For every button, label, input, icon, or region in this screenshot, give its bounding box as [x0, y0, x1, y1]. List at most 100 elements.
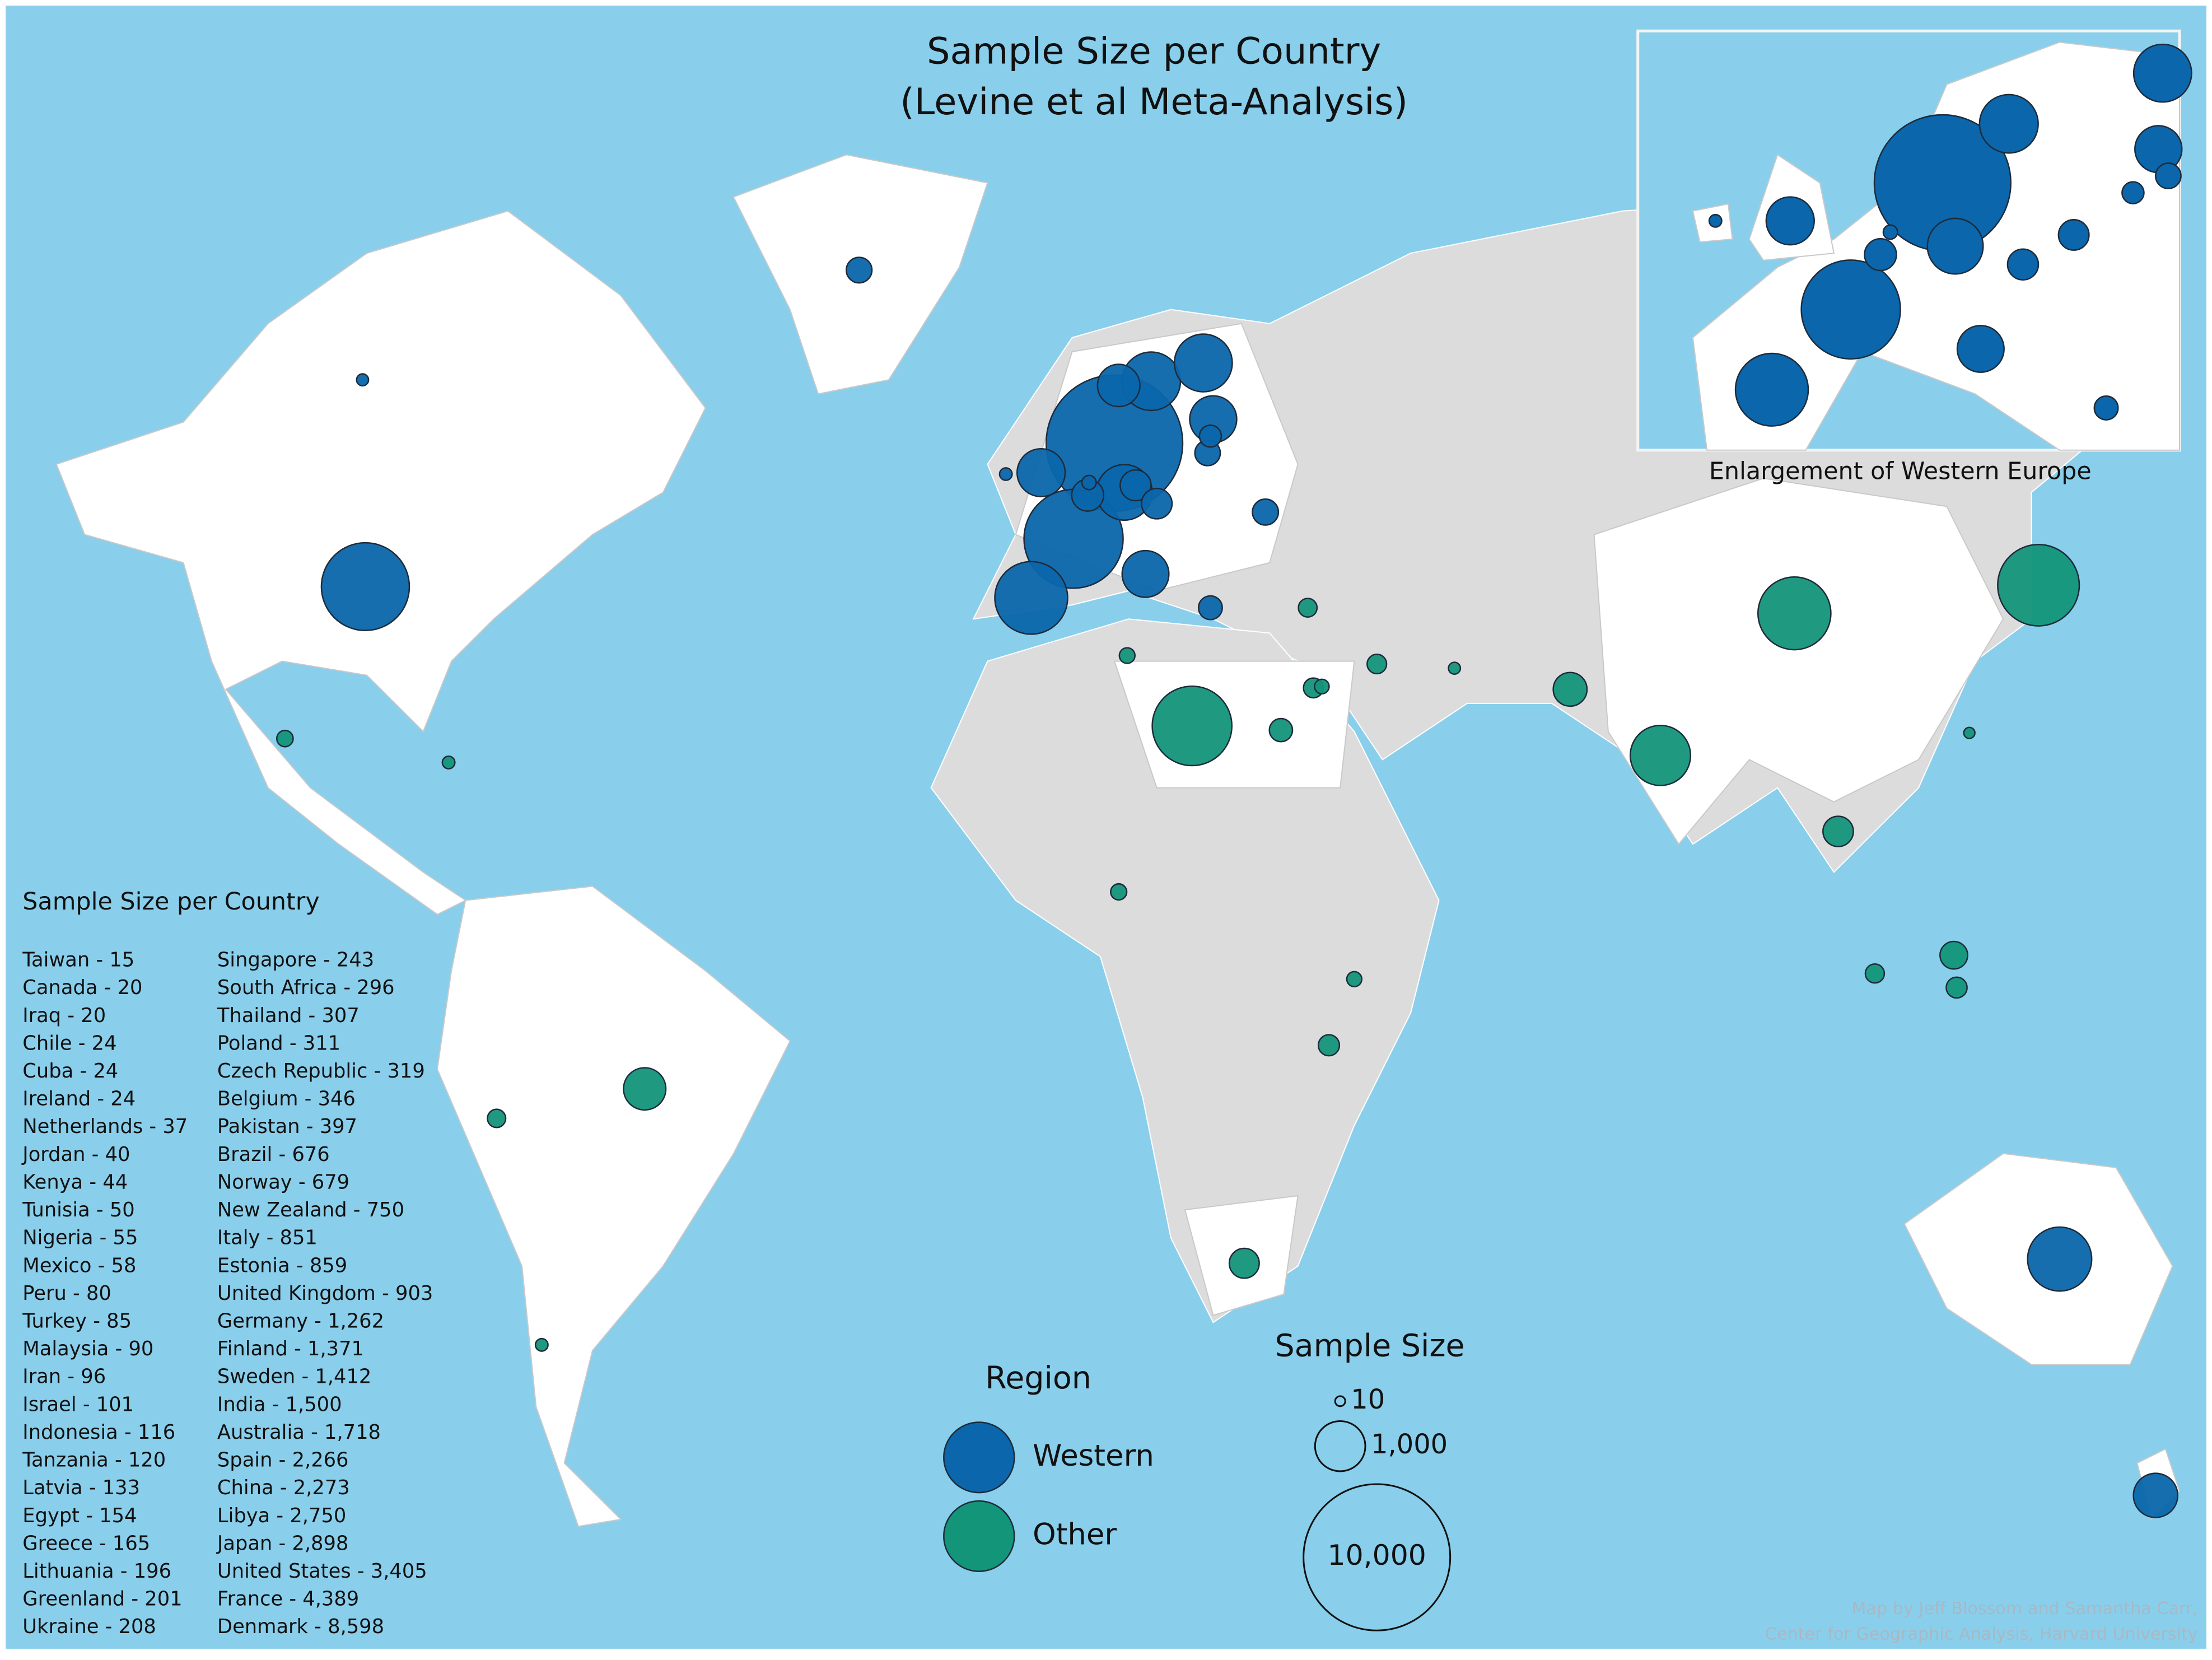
sample-bubble — [1314, 678, 1330, 695]
country-entry: Canada - 20 — [22, 976, 142, 999]
country-entry: Spain - 2,266 — [217, 1449, 349, 1472]
country-entry: Cuba - 24 — [22, 1060, 118, 1083]
country-entry: Denmark - 8,598 — [217, 1615, 384, 1638]
inset-bubble — [2154, 162, 2182, 189]
country-entry: Libya - 2,750 — [217, 1504, 346, 1527]
country-entry: Greece - 165 — [22, 1532, 150, 1555]
sample-bubble — [1173, 333, 1233, 393]
sample-bubble — [2027, 1226, 2093, 1292]
inset-bubble — [2132, 43, 2192, 103]
asia-sampled — [1593, 478, 2004, 845]
country-entry: Iran - 96 — [22, 1365, 106, 1388]
country-entry: Singapore - 243 — [217, 949, 374, 972]
sample-bubble — [1268, 717, 1294, 743]
country-entry: Lithuania - 196 — [22, 1560, 171, 1583]
country-entry: Netherlands - 37 — [22, 1115, 188, 1138]
sample-bubble — [441, 755, 456, 770]
list-title: Sample Size per Country — [22, 888, 319, 916]
sample-bubble — [1141, 487, 1173, 520]
country-entry: Poland - 311 — [217, 1032, 340, 1055]
sample-bubble — [623, 1067, 667, 1111]
country-entry: South Africa - 296 — [217, 976, 395, 999]
sample-bubble — [534, 1337, 549, 1352]
size-legend-label: 1,000 — [1371, 1429, 1448, 1460]
inset-bubble — [1708, 213, 1723, 228]
sample-bubble — [994, 561, 1068, 635]
country-entry: Australia - 1,718 — [217, 1421, 381, 1444]
sample-bubble — [1448, 661, 1462, 675]
country-entry: Belgium - 346 — [217, 1088, 356, 1111]
country-entry: Egypt - 154 — [22, 1504, 137, 1527]
credit: Center for Geographic Analysis, Harvard … — [1765, 1624, 2198, 1644]
country-entry: New Zealand - 750 — [217, 1199, 404, 1221]
inset-bubble — [1765, 196, 1815, 246]
inset-bubble — [1734, 352, 1809, 427]
country-entry: India - 1,500 — [217, 1393, 342, 1416]
sample-bubble — [356, 373, 370, 387]
region-legend-title: Region — [985, 1360, 1091, 1396]
size-legend-circle — [1303, 1483, 1452, 1631]
sample-bubble — [998, 467, 1013, 481]
sample-bubble — [1757, 576, 1832, 651]
sample-bubble — [320, 542, 410, 632]
country-entry: Tunisia - 50 — [22, 1199, 134, 1221]
sample-bubble — [1822, 815, 1854, 847]
credit: Map by Jeff Blossom and Samantha Carr, — [1851, 1599, 2197, 1619]
country-entry: Malaysia - 90 — [22, 1337, 153, 1360]
sample-bubble — [1864, 963, 1886, 984]
country-entry: United Kingdom - 903 — [217, 1282, 433, 1305]
inset-bubble — [1800, 259, 1901, 360]
country-entry: Estonia - 859 — [217, 1254, 347, 1277]
sample-bubble — [276, 729, 294, 748]
country-entry: Latvia - 133 — [22, 1476, 140, 1499]
inset-bubble — [2121, 181, 2145, 204]
country-entry: Tanzania - 120 — [22, 1449, 166, 1472]
sample-bubble — [1317, 1034, 1341, 1057]
country-entry: Indonesia - 116 — [22, 1421, 175, 1444]
sample-bubble — [1151, 685, 1233, 767]
sample-bubble — [2132, 1472, 2179, 1518]
country-entry: Peru - 80 — [22, 1282, 111, 1305]
country-entry: Finland - 1,371 — [217, 1337, 364, 1360]
inset-bubble — [1978, 94, 2039, 154]
sample-bubble — [1552, 672, 1588, 707]
country-entry: Thailand - 307 — [217, 1004, 360, 1027]
country-entry: Ireland - 24 — [22, 1088, 136, 1111]
sample-bubble — [1121, 549, 1170, 598]
country-entry: China - 2,273 — [217, 1476, 350, 1499]
inset-label: Enlargement of Western Europe — [1709, 458, 2092, 486]
country-entry: Mexico - 58 — [22, 1254, 136, 1277]
map-title: Sample Size per Country — [927, 30, 1381, 73]
country-entry: Norway - 679 — [217, 1171, 349, 1194]
sample-bubble — [1252, 498, 1280, 526]
map-subtitle: (Levine et al Meta-Analysis) — [900, 81, 1408, 123]
country-entry: Ukraine - 208 — [22, 1615, 156, 1638]
sample-bubble — [1016, 447, 1066, 498]
inset-bubble — [1864, 238, 1897, 272]
sample-bubble — [1110, 883, 1128, 901]
sample-bubble — [1198, 424, 1222, 448]
sample-bubble — [1939, 940, 1968, 970]
country-entry: Brazil - 676 — [217, 1143, 330, 1166]
size-legend-circle — [1314, 1420, 1366, 1472]
sample-bubble — [1096, 363, 1141, 408]
sample-bubble — [487, 1108, 507, 1129]
sample-bubble — [1118, 647, 1136, 664]
country-entry: Jordan - 40 — [21, 1143, 130, 1166]
size-legend-label: 10 — [1351, 1384, 1385, 1415]
inset-bubble — [2057, 219, 2090, 251]
legend-swatch — [943, 1500, 1015, 1573]
sample-bubble — [1298, 598, 1318, 618]
size-legend-label: 10,000 — [1328, 1538, 1426, 1572]
country-entry: Israel - 101 — [22, 1393, 134, 1416]
inset-bubble — [1926, 217, 1984, 275]
size-legend-circle — [1334, 1395, 1346, 1407]
country-entry: Germany - 1,262 — [217, 1310, 384, 1333]
country-entry: Pakistan - 397 — [217, 1115, 357, 1138]
sample-bubble — [1997, 544, 2080, 627]
sample-bubble — [845, 257, 873, 284]
legend-label: Western — [1033, 1439, 1154, 1473]
sample-bubble — [1629, 724, 1692, 786]
country-entry: Japan - 2,898 — [216, 1532, 348, 1555]
